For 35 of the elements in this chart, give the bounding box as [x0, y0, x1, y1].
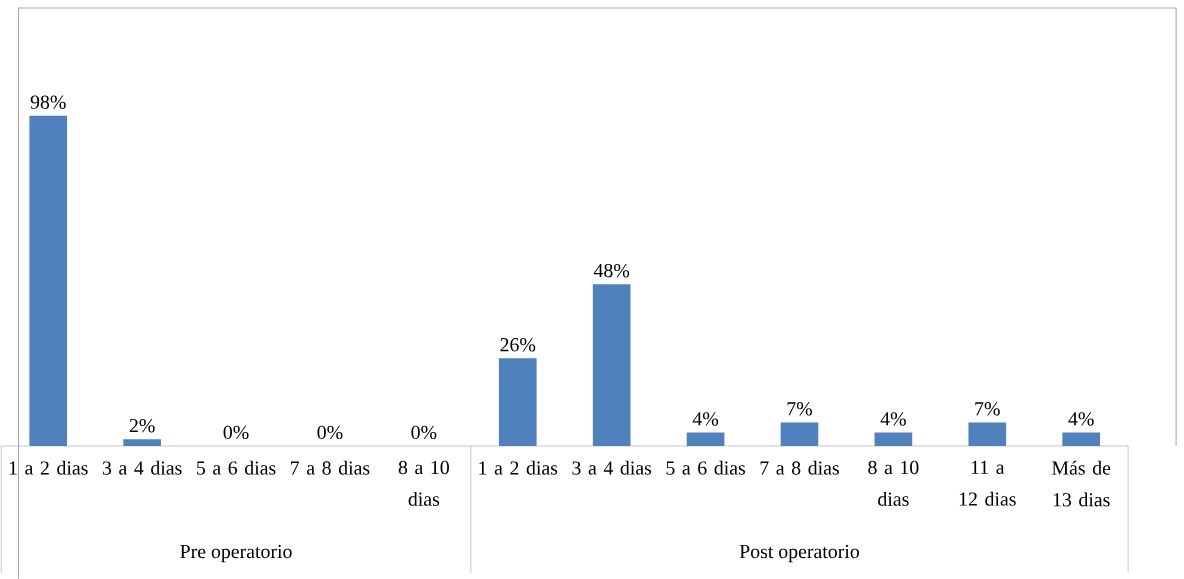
data-label: 2%: [129, 418, 155, 433]
data-label: 4%: [692, 412, 719, 426]
x-tick-label: 11 a 12 dias: [959, 460, 1016, 506]
x-tick-label: 1 a 2 dias: [9, 460, 88, 475]
data-label: 98%: [30, 95, 66, 109]
data-label: 0%: [411, 425, 437, 439]
bar: [780, 422, 819, 446]
data-label: 7%: [787, 401, 813, 416]
data-label: 0%: [317, 425, 343, 439]
bar: [1062, 432, 1101, 446]
text: Post operatorio: [739, 544, 859, 563]
data-label: 4%: [1068, 412, 1094, 426]
x-tick-label: 5 a 6 dias: [197, 460, 276, 475]
x-tick-label: 5 a 6 dias: [666, 460, 746, 475]
bar: [686, 432, 725, 446]
x-tick-label: 3 a 4 dias: [572, 460, 652, 475]
x-tick-label: 3 a 4 dias: [102, 460, 182, 475]
bar: [498, 358, 537, 446]
text: Pre operatorio: [180, 544, 292, 563]
bar: [968, 422, 1007, 446]
x-tick-label: 1 a 2 dias: [479, 460, 558, 475]
data-label: 4%: [880, 412, 906, 426]
x-tick-label: 7 a 8 dias: [760, 460, 839, 475]
x-tick-label: 7 a 8 dias: [291, 460, 370, 475]
bar: [123, 439, 161, 446]
x-tick-label: 8 a 10 dias: [398, 460, 449, 506]
data-label: 26%: [500, 337, 536, 352]
x-tick-label: Más de 13 dias: [1052, 460, 1111, 507]
data-label: 0%: [223, 425, 249, 439]
bar: [29, 115, 68, 446]
bar: [874, 432, 913, 446]
data-label: 7%: [975, 401, 1000, 416]
data-label: 48%: [593, 263, 630, 278]
x-tick-label: 8 a 10 dias: [868, 460, 919, 506]
bar: [592, 284, 631, 446]
